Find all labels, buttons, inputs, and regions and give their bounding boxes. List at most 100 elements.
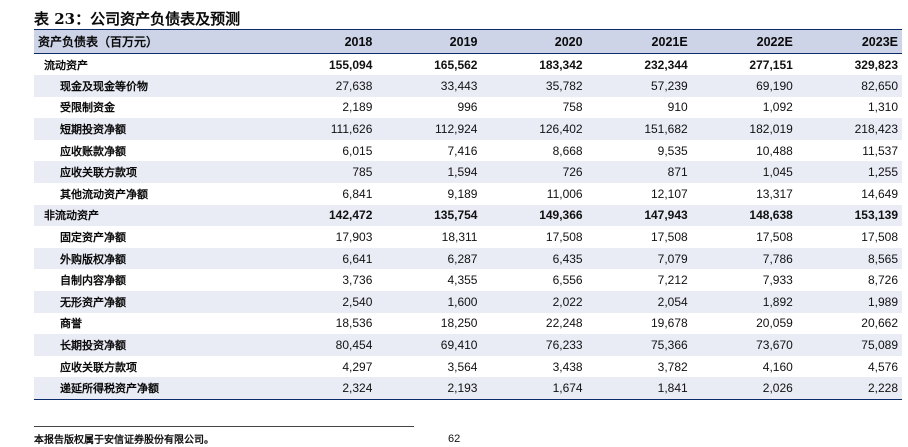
row-label: 无形资产净额 bbox=[60, 295, 126, 309]
row-label: 应收关联方款项 bbox=[60, 360, 137, 374]
table-title: 表 23：公司资产负债表及预测 bbox=[34, 10, 241, 28]
table-cell: 82,650 bbox=[861, 78, 898, 93]
table-cell: 7,933 bbox=[762, 273, 793, 288]
table-cell: 14,649 bbox=[861, 186, 898, 201]
table-cell: 75,366 bbox=[651, 338, 688, 353]
table-cell: 6,015 bbox=[342, 143, 373, 158]
table-cell: 11,537 bbox=[862, 143, 898, 158]
table-cell: 19,678 bbox=[651, 316, 688, 331]
table-cell: 135,754 bbox=[434, 208, 478, 223]
table-cell: 7,079 bbox=[657, 251, 688, 266]
table-cell: 7,212 bbox=[657, 273, 688, 288]
table-cell: 758 bbox=[562, 100, 583, 115]
table-cell: 2,022 bbox=[552, 294, 583, 309]
table-cell: 329,823 bbox=[854, 57, 898, 72]
table-cell: 17,508 bbox=[545, 230, 583, 245]
row-label: 受限制资金 bbox=[60, 101, 115, 115]
table-cell: 80,454 bbox=[335, 338, 373, 353]
table-cell: 2,324 bbox=[271, 377, 377, 400]
table-cell: 13,317 bbox=[756, 186, 793, 201]
table-cell: 1,600 bbox=[447, 294, 478, 309]
header-year: 2018 bbox=[271, 29, 377, 54]
table-row: 现金及现金等价物 27,638 33,443 35,782 57,239 69,190 82… bbox=[34, 75, 902, 97]
table-row: 长期投资净额 80,454 69,410 76,233 75,366 73,670 75,0… bbox=[34, 334, 902, 356]
table-cell: 8,565 bbox=[867, 251, 898, 266]
table-cell: 1,594 bbox=[447, 165, 478, 180]
table-cell: 75,089 bbox=[861, 338, 898, 353]
table-cell: 2,193 bbox=[376, 377, 482, 400]
table-row: 商誉 18,536 18,250 22,248 19,678 20,059 20,662 bbox=[34, 313, 902, 335]
table-cell: 6,435 bbox=[552, 251, 583, 266]
table-cell: 2,540 bbox=[342, 294, 373, 309]
table-cell: 1,045 bbox=[762, 165, 793, 180]
table-row: 短期投资净额 111,626 112,924 126,402 151,682 182,01… bbox=[34, 118, 902, 140]
table-cell: 111,626 bbox=[330, 122, 373, 137]
table-cell: 183,342 bbox=[539, 57, 583, 72]
table-cell: 7,786 bbox=[762, 251, 793, 266]
table-cell: 2,026 bbox=[691, 377, 797, 400]
table-row: 非流动资产 142,472 135,754 149,366 147,943 148,638… bbox=[34, 204, 902, 227]
row-label: 递延所得税资产净额 bbox=[34, 377, 272, 400]
row-label: 应收关联方款项 bbox=[60, 166, 137, 180]
table-cell: 1,841 bbox=[586, 377, 692, 400]
table-cell: 22,248 bbox=[545, 316, 583, 331]
table-cell: 182,019 bbox=[749, 122, 793, 137]
table-cell: 20,662 bbox=[861, 316, 898, 331]
table-cell: 232,344 bbox=[644, 57, 688, 72]
row-label: 其他流动资产净额 bbox=[60, 187, 148, 201]
table-cell: 27,638 bbox=[335, 78, 373, 93]
row-label: 非流动资产 bbox=[44, 209, 99, 223]
table-cell: 142,472 bbox=[328, 208, 373, 223]
table-cell: 17,508 bbox=[861, 230, 898, 245]
footer-note: 本报告版权属于安信证券股份有限公司。 bbox=[34, 435, 214, 446]
table-cell: 148,638 bbox=[749, 208, 793, 223]
table-row: 其他流动资产净额 6,841 9,189 11,006 12,107 13,317 14,6… bbox=[34, 183, 902, 205]
row-label: 商誉 bbox=[60, 317, 82, 331]
table-cell: 11,006 bbox=[546, 186, 583, 201]
table-cell: 6,641 bbox=[342, 251, 373, 266]
table-cell: 112,924 bbox=[434, 122, 478, 137]
table-cell: 910 bbox=[667, 100, 688, 115]
table-cell: 69,410 bbox=[440, 338, 478, 353]
table-cell: 57,239 bbox=[651, 78, 688, 93]
table-cell: 18,250 bbox=[440, 316, 478, 331]
row-label: 短期投资净额 bbox=[60, 123, 126, 137]
row-label: 固定资产净额 bbox=[60, 231, 126, 245]
row-label: 长期投资净额 bbox=[60, 339, 126, 353]
table-cell: 1,255 bbox=[867, 165, 898, 180]
row-label: 现金及现金等价物 bbox=[60, 79, 148, 93]
table-cell: 20,059 bbox=[756, 316, 793, 331]
table-cell: 6,556 bbox=[552, 273, 583, 288]
table-cell: 7,416 bbox=[447, 143, 478, 158]
table-cell: 17,903 bbox=[335, 230, 373, 245]
table-cell: 6,287 bbox=[447, 251, 478, 266]
table-cell: 218,423 bbox=[854, 122, 898, 137]
table-cell: 126,402 bbox=[539, 122, 583, 137]
table-cell: 149,366 bbox=[539, 208, 583, 223]
table-cell: 1,310 bbox=[867, 100, 898, 115]
row-label: 应收账款净额 bbox=[60, 144, 126, 158]
table-body: 流动资产 155,094 165,562 183,342 232,344 277,151 3… bbox=[34, 54, 902, 400]
table-header-row: 资产负债表（百万元） 2018 2019 2020 2021E 2022E 20… bbox=[34, 29, 902, 54]
table-cell: 18,536 bbox=[335, 316, 373, 331]
table-row: 外购版权净额 6,641 6,287 6,435 7,079 7,786 8,565 bbox=[34, 247, 902, 270]
table-cell: 3,564 bbox=[447, 359, 478, 374]
table-cell: 4,355 bbox=[447, 273, 478, 288]
table-cell: 9,535 bbox=[657, 143, 688, 158]
table-cell: 1,892 bbox=[762, 294, 793, 309]
table-cell: 1,989 bbox=[867, 294, 898, 309]
table-cell: 12,107 bbox=[651, 186, 688, 201]
table-row: 流动资产 155,094 165,562 183,342 232,344 277,151 3… bbox=[34, 54, 902, 76]
table-cell: 871 bbox=[667, 165, 688, 180]
table-cell: 996 bbox=[457, 100, 478, 115]
table-cell: 785 bbox=[352, 165, 373, 180]
table-cell: 9,189 bbox=[447, 186, 478, 201]
header-year: 2023E bbox=[796, 29, 902, 54]
table-cell: 4,297 bbox=[342, 359, 373, 374]
table-cell: 155,094 bbox=[328, 57, 373, 72]
header-label: 资产负债表（百万元） bbox=[34, 29, 272, 54]
table-row: 无形资产净额 2,540 1,600 2,022 2,054 1,892 1,989 bbox=[34, 291, 902, 313]
table-row: 受限制资金 2,189 996 758 910 1,092 1,310 bbox=[34, 97, 902, 119]
table-cell: 6,841 bbox=[342, 186, 373, 201]
row-label: 外购版权净额 bbox=[60, 252, 126, 266]
